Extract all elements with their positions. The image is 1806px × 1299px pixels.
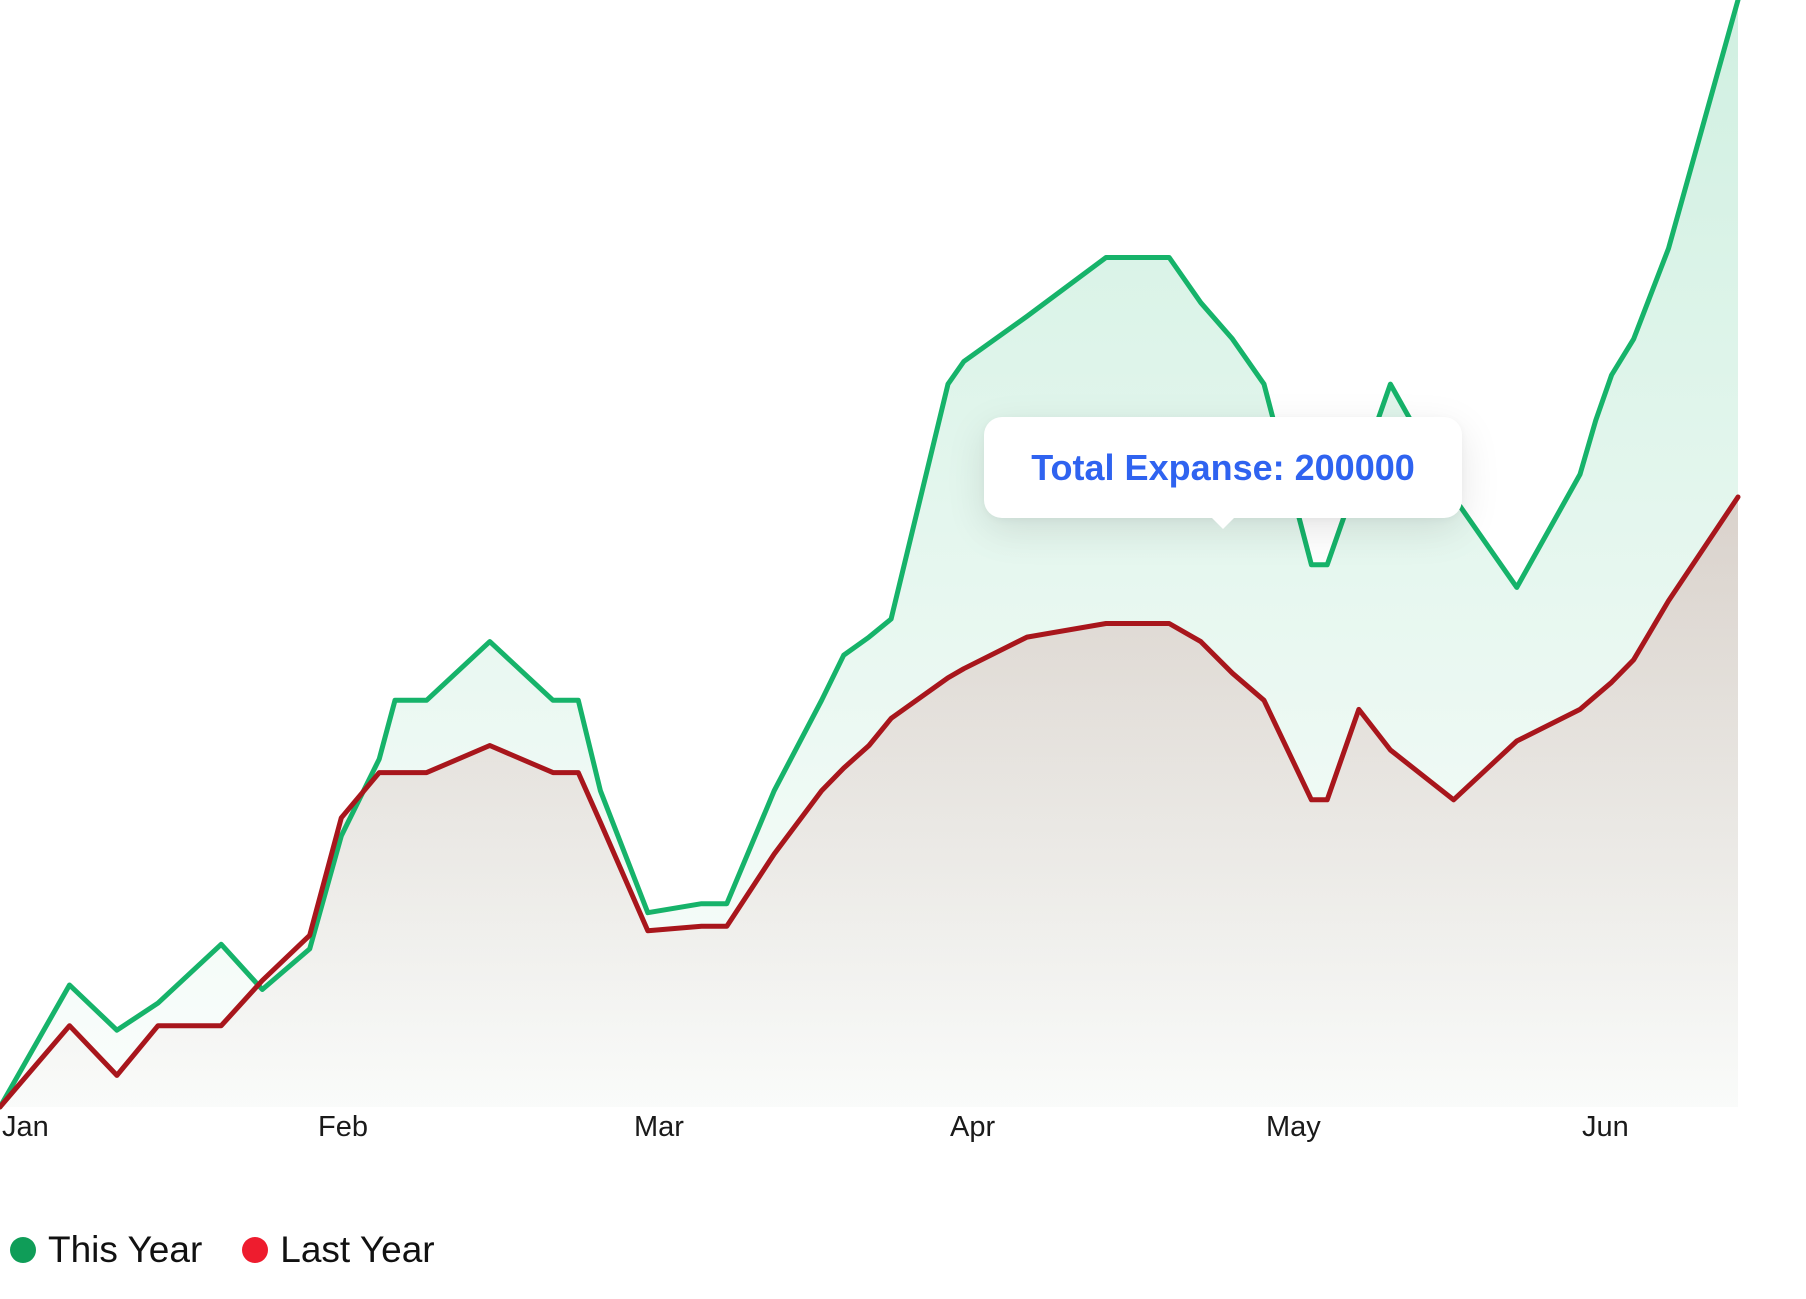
chart-legend: This Year Last Year: [10, 1228, 475, 1272]
x-tick-label: Feb: [318, 1111, 368, 1143]
legend-item-last-year[interactable]: Last Year: [242, 1229, 435, 1271]
x-tick-label: Mar: [634, 1111, 684, 1143]
x-tick-label: Apr: [950, 1111, 995, 1143]
tooltip-text: Total Expanse: 200000: [1031, 446, 1415, 488]
legend-label-last-year: Last Year: [280, 1229, 435, 1270]
legend-dot-this-year: [10, 1237, 36, 1263]
area-last-year: [0, 497, 1738, 1107]
x-tick-label: Jun: [1582, 1111, 1629, 1143]
legend-label-this-year: This Year: [48, 1229, 203, 1270]
x-tick-label: Jan: [2, 1111, 49, 1143]
legend-dot-last-year: [242, 1237, 269, 1263]
legend-item-this-year[interactable]: This Year: [10, 1229, 202, 1271]
line-last-year[interactable]: [0, 494, 1741, 1110]
x-tick-label: May: [1266, 1111, 1321, 1143]
chart-tooltip: Total Expanse: 200000: [984, 417, 1462, 529]
